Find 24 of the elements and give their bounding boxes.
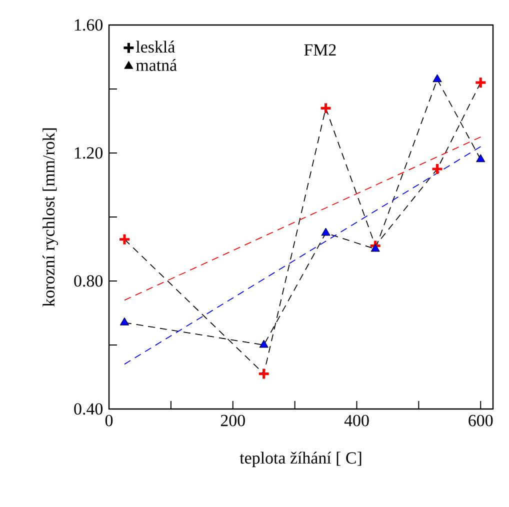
point <box>474 76 487 89</box>
x-tick-label: 0 <box>105 414 113 426</box>
y-tick-label: 1.60 <box>75 19 103 31</box>
point <box>118 233 131 246</box>
point <box>120 317 130 326</box>
point <box>320 102 332 114</box>
x-tick-label: 600 <box>468 414 493 426</box>
point <box>370 244 380 252</box>
legend-label: matná <box>136 58 177 71</box>
point <box>259 340 268 348</box>
y-tick-label: 0.80 <box>74 275 103 287</box>
point <box>432 74 442 82</box>
annotation: FM2 <box>304 44 336 56</box>
x-tick-label: 400 <box>344 414 369 426</box>
x-axis-title: teplota žíhání [ C] <box>240 452 362 468</box>
point <box>476 154 486 162</box>
x-tick-label: 200 <box>220 414 245 426</box>
point <box>258 368 270 380</box>
point <box>430 162 444 176</box>
legend-label: lesklá <box>136 40 175 53</box>
y-axis-title: korozní rychlost [mm/rok] <box>42 128 58 306</box>
y-tick-label: 0.40 <box>74 403 103 415</box>
point <box>321 228 330 236</box>
y-tick-label: 1.20 <box>75 147 103 159</box>
